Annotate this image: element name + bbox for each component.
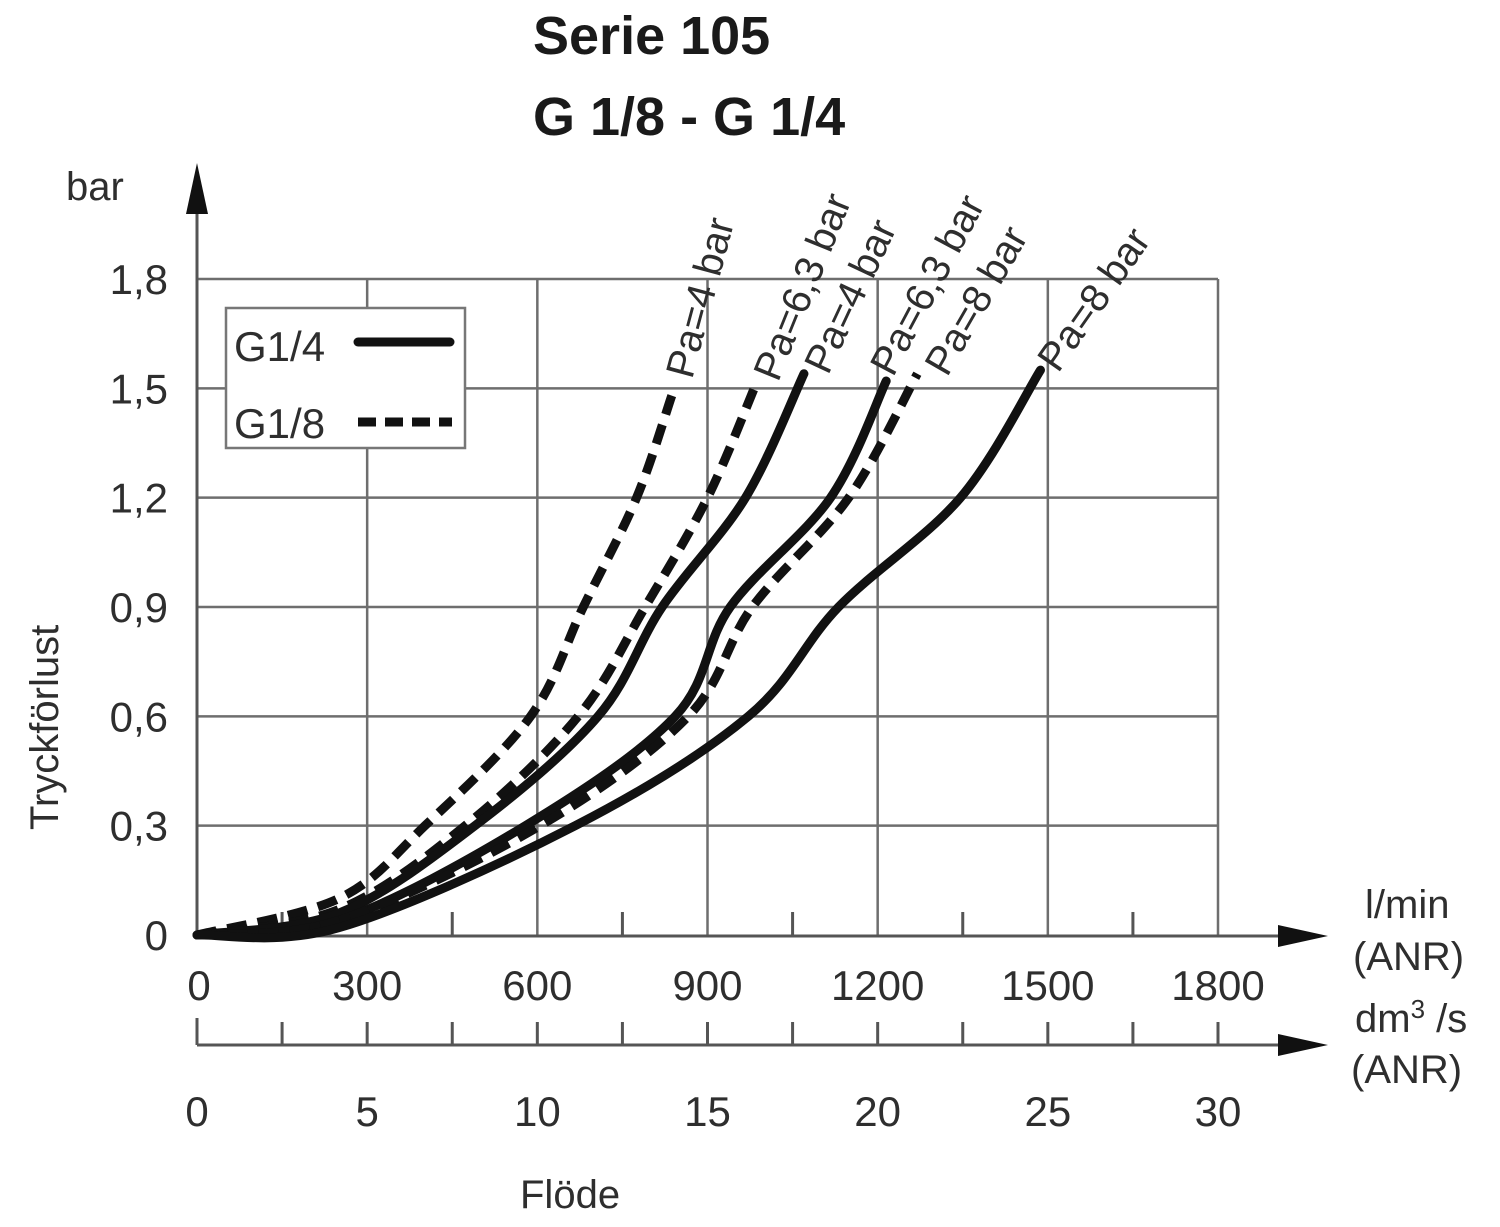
curve-g1-8-pa-4-bar <box>195 394 677 940</box>
legend-label-g18: G1/8 <box>234 400 325 447</box>
x-axis-secondary-ticks: 0 5 10 15 20 25 30 <box>185 1022 1241 1135</box>
x-axis-primary-ticks: 0 300 600 900 1200 1500 1800 <box>187 912 1265 1009</box>
x2-tick-label: 0 <box>185 1088 208 1135</box>
y-tick-label: 0,3 <box>110 803 168 850</box>
legend: G1/4 G1/8 <box>224 306 467 450</box>
x-tick-label: 1800 <box>1171 962 1264 1009</box>
y-tick-label: 0,9 <box>110 584 168 631</box>
x-axis-secondary-unit: dm3 /s <box>1355 994 1467 1041</box>
data-curves <box>192 365 1045 943</box>
x-axis-secondary-unit-anr: (ANR) <box>1351 1048 1462 1092</box>
x2-tick-label: 5 <box>355 1088 378 1135</box>
x-tick-label: 1200 <box>831 962 924 1009</box>
x-tick-label: 0 <box>187 962 210 1009</box>
y-tick-label: 0 <box>145 912 168 959</box>
y-tick-label: 1,2 <box>110 475 168 522</box>
curve-g1-4-pa-6-3-bar <box>192 376 891 940</box>
x2-tick-label: 15 <box>684 1088 731 1135</box>
x-axis-primary-arrow-icon <box>1278 925 1328 947</box>
x-axis-primary-unit: l/min <box>1365 883 1449 927</box>
x-tick-label: 600 <box>502 962 572 1009</box>
curve-g1-8-pa-8-bar <box>196 371 922 940</box>
y-axis-arrow-icon <box>186 163 208 214</box>
curve-g1-4-pa-8-bar <box>192 365 1045 943</box>
x2-tick-label: 25 <box>1024 1088 1071 1135</box>
x2-tick-label: 30 <box>1195 1088 1242 1135</box>
curve-label-g18-pa4: Pa=4 bar <box>658 213 743 382</box>
legend-label-g14: G1/4 <box>234 323 325 370</box>
x2-tick-label: 20 <box>854 1088 901 1135</box>
y-tick-label: 0,6 <box>110 693 168 740</box>
x-axis-primary-unit-anr: (ANR) <box>1353 935 1464 979</box>
x2-tick-label: 10 <box>514 1088 561 1135</box>
grid-lines <box>197 277 1220 935</box>
x-tick-label: 300 <box>332 962 402 1009</box>
curve-g1-4-pa-4-bar <box>192 369 809 940</box>
x-tick-label: 900 <box>672 962 742 1009</box>
y-tick-label: 1,5 <box>110 365 168 412</box>
y-axis-unit: bar <box>66 165 124 209</box>
chart-title-line2: G 1/8 - G 1/4 <box>533 87 845 147</box>
x-tick-label: 1500 <box>1001 962 1094 1009</box>
curve-g1-8-pa-6-3-bar <box>196 382 760 940</box>
y-axis-ticks: 0 0,3 0,6 0,9 1,2 1,5 1,8 <box>110 256 168 959</box>
x-axis-secondary-arrow-icon <box>1278 1034 1328 1056</box>
x-axis-label: Flöde <box>520 1173 620 1217</box>
y-axis-label: Tryckförlust <box>23 625 67 830</box>
chart-title-line1: Serie 105 <box>533 6 770 66</box>
y-tick-label: 1,8 <box>110 256 168 303</box>
